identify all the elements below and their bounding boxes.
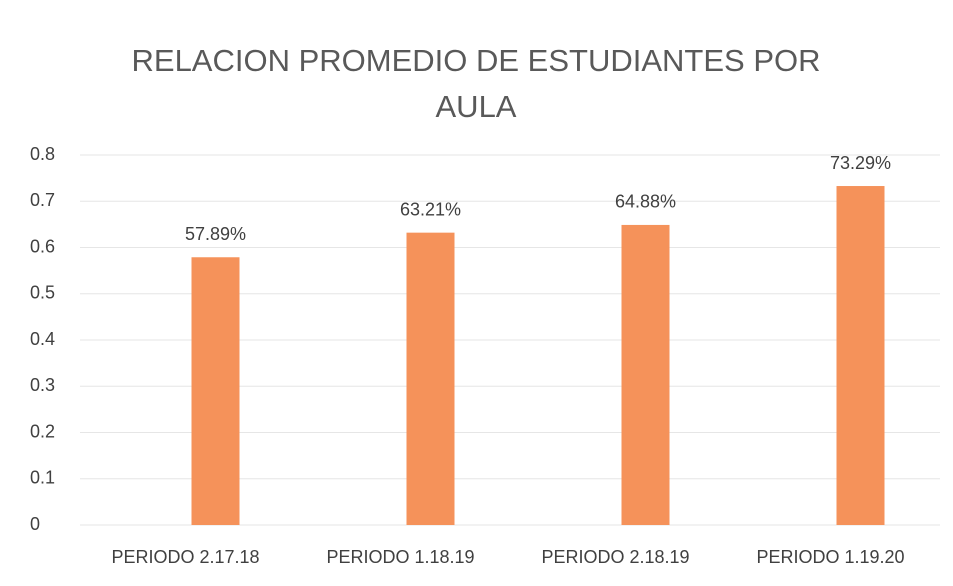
y-tick-label: 0.7	[30, 190, 55, 210]
x-tick-label: PERIODO 2.18.19	[541, 547, 689, 567]
x-tick-label: PERIODO 1.19.20	[756, 547, 904, 567]
y-tick-label: 0.1	[30, 468, 55, 488]
data-label: 73.29%	[830, 153, 891, 173]
y-tick-label: 0	[30, 514, 40, 534]
data-label: 64.88%	[615, 192, 676, 212]
bar	[621, 224, 670, 525]
y-tick-label: 0.5	[30, 283, 55, 303]
y-tick-label: 0.6	[30, 236, 55, 256]
x-tick-label: PERIODO 1.18.19	[326, 547, 474, 567]
y-tick-label: 0.2	[30, 421, 55, 441]
y-tick-label: 0.4	[30, 329, 55, 349]
data-label: 63.21%	[400, 199, 461, 219]
y-tick-label: 0.8	[30, 144, 55, 164]
chart-title: RELACION PROMEDIO DE ESTUDIANTES POR AUL…	[131, 43, 821, 124]
x-tick-label: PERIODO 2.17.18	[111, 547, 259, 567]
y-tick-label: 0.3	[30, 375, 55, 395]
bar	[191, 257, 240, 525]
bar	[406, 232, 455, 525]
bar	[836, 186, 885, 525]
data-label: 57.89%	[185, 224, 246, 244]
